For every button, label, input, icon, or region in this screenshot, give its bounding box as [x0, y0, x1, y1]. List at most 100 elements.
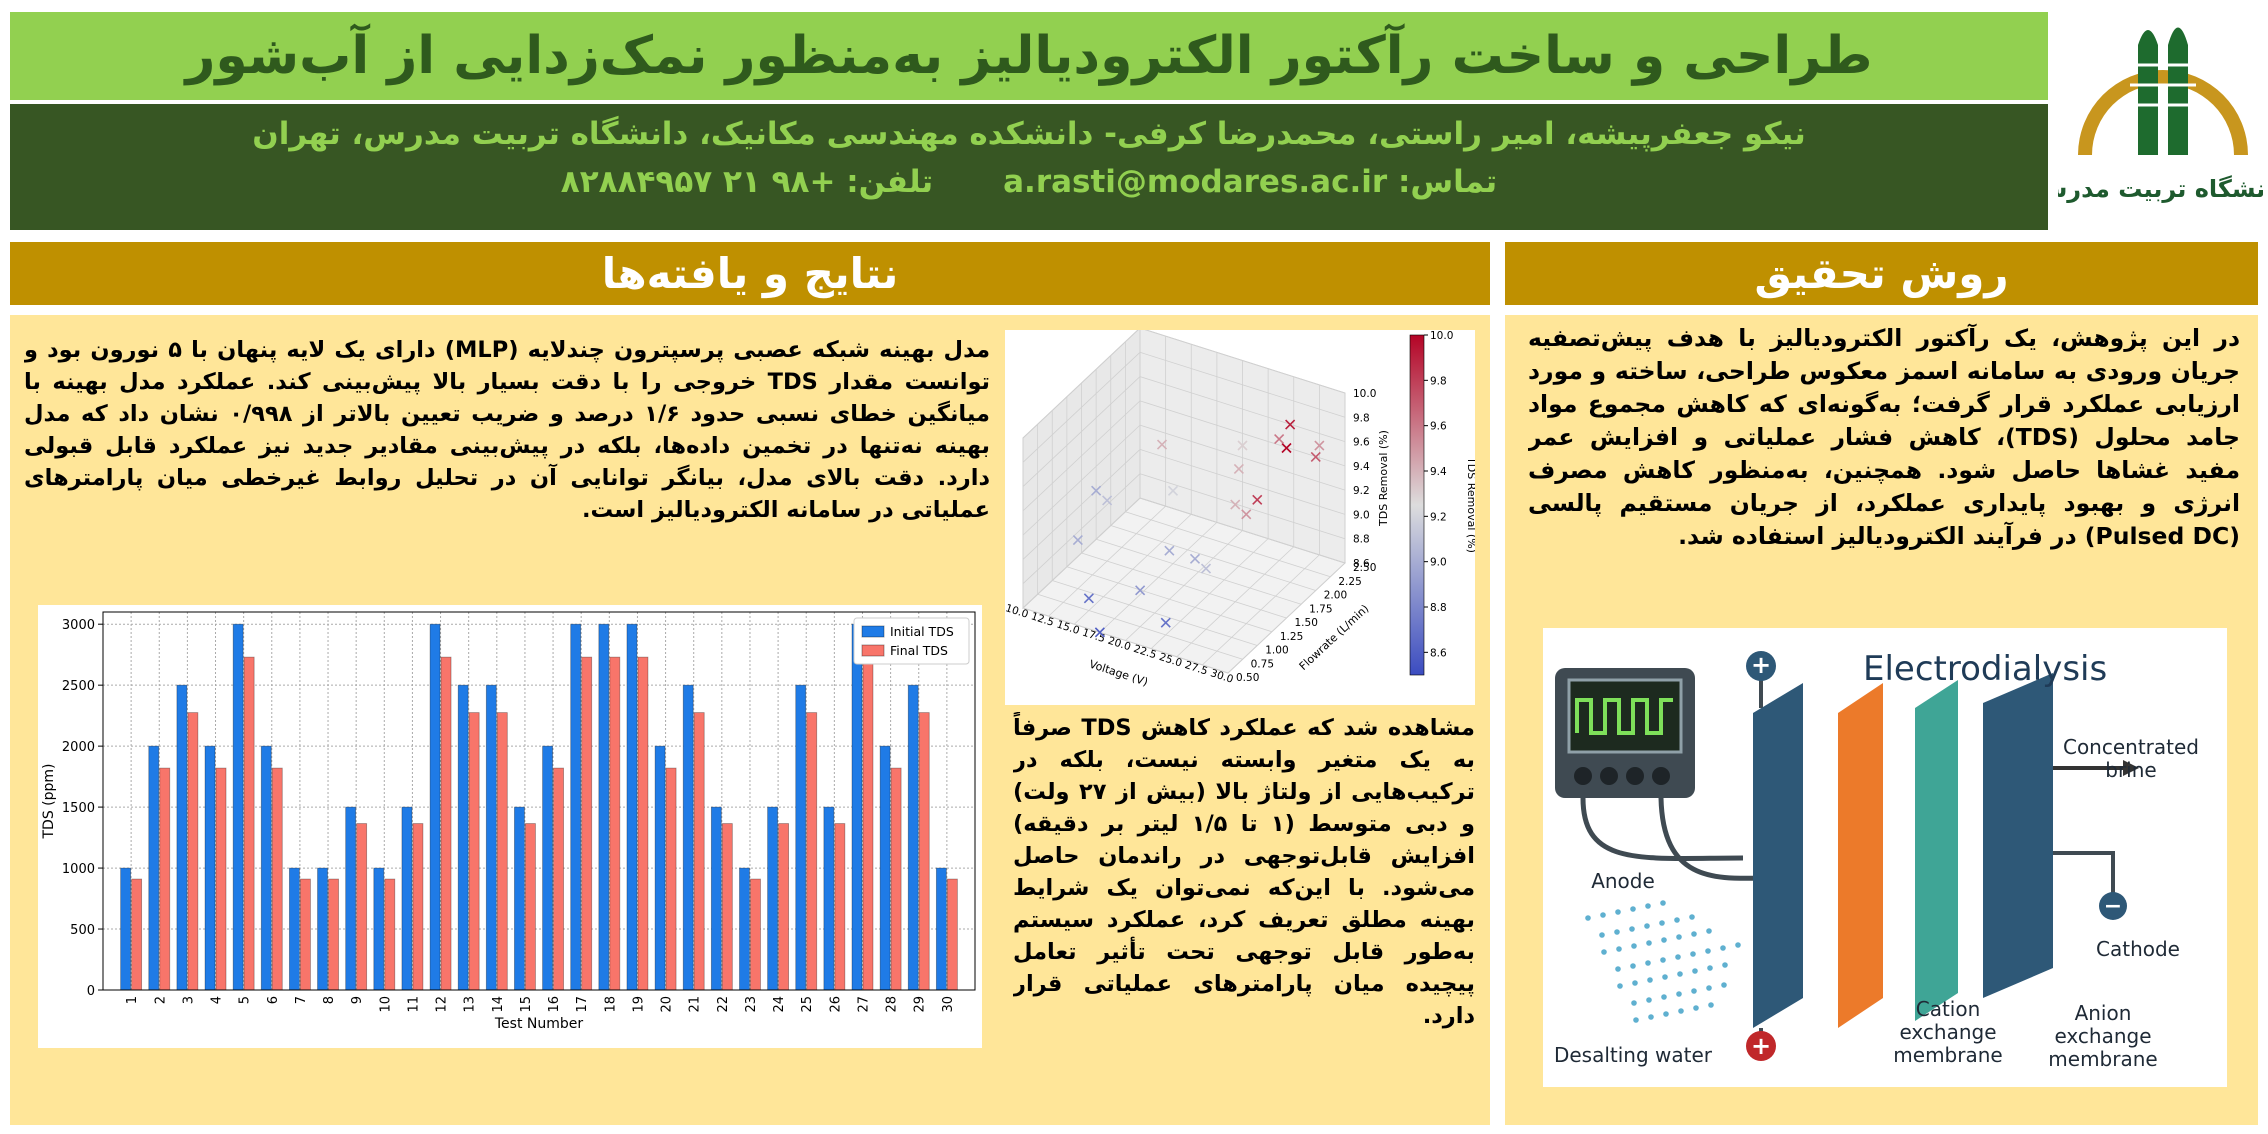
screen — [1567, 678, 1683, 754]
x-tick-label: 29 — [913, 996, 928, 1013]
y-tick-label: 1.25 — [1280, 631, 1303, 643]
water-dot — [1660, 900, 1666, 906]
bar — [356, 823, 368, 991]
bar — [514, 806, 525, 991]
bar — [626, 623, 638, 991]
point — [1274, 434, 1285, 445]
x-tick-label: 27 — [856, 996, 871, 1013]
knob — [1652, 767, 1670, 785]
bar — [271, 767, 283, 991]
water-dot — [1631, 943, 1637, 949]
point — [1314, 440, 1325, 451]
water-dot — [1630, 963, 1636, 969]
x-tick-label: 7 — [294, 996, 309, 1004]
grid-line — [1022, 400, 1141, 512]
bar — [328, 878, 339, 991]
grid-line — [1037, 593, 1243, 660]
pulse-wave — [1575, 698, 1673, 735]
bar — [834, 823, 846, 991]
results-text-1: مدل بهینه شبکه عصبی پرسپترون چندلایه (ML… — [24, 337, 990, 523]
water-dot — [1675, 954, 1681, 960]
bar — [654, 745, 666, 991]
y-tick-label: 1.50 — [1295, 617, 1318, 629]
z-tick-label: 9.4 — [1353, 461, 1370, 473]
point — [1281, 442, 1292, 454]
colorbar-tick-label: 8.8 — [1430, 602, 1447, 614]
x-tick-label: 25 — [800, 996, 815, 1013]
x-tick-label: 28 — [885, 996, 900, 1013]
water-dot — [1677, 971, 1683, 977]
grid-line — [1144, 330, 1346, 394]
water-dot — [1644, 923, 1650, 929]
x-tick-label: 8 — [322, 996, 337, 1004]
bar — [468, 712, 480, 991]
bar — [778, 823, 789, 991]
point — [1164, 545, 1175, 556]
x-tick-label: 18 — [603, 996, 618, 1013]
logo-branches — [2130, 63, 2196, 107]
point — [1241, 509, 1252, 520]
z-tick-label: 9.6 — [1353, 437, 1370, 449]
water-dot — [1633, 1017, 1639, 1023]
x-tick-label: 14 — [491, 996, 506, 1013]
wire — [2053, 851, 2115, 893]
water-dot — [1678, 1008, 1684, 1014]
water-dot — [1659, 920, 1665, 926]
bar — [721, 823, 733, 991]
x-tick-label: 16 — [547, 996, 562, 1013]
grid-line — [1139, 473, 1346, 540]
method-heading: روش تحقیق — [1505, 242, 2258, 305]
grid-line — [1022, 607, 1229, 674]
x-tick-label: 22 — [716, 996, 731, 1013]
x-tick-label: 3 — [181, 996, 196, 1004]
water-dot — [1600, 912, 1606, 918]
bar — [570, 623, 582, 991]
water-dot — [1692, 968, 1698, 974]
scatter3d-panel: 10.0 12.5 15.0 17.5 20.0 22.5 25.0 27.5 30.0 0.50… — [1005, 330, 1475, 705]
bar — [767, 806, 778, 991]
water-dot — [1693, 1005, 1699, 1011]
point — [1083, 593, 1094, 604]
point — [1167, 485, 1179, 496]
water-dot — [1645, 960, 1651, 966]
anode-label: Anode — [1591, 869, 1655, 893]
water-dot — [1708, 1002, 1714, 1008]
bar — [862, 656, 874, 991]
legend-label: Final TDS — [890, 643, 948, 658]
water-dot — [1663, 1011, 1669, 1017]
x-tick-label: 12 — [435, 996, 450, 1013]
x-tick-label: 10 — [378, 996, 393, 1013]
bar — [851, 623, 863, 991]
bar — [457, 684, 469, 991]
z-tick-label: 9.2 — [1353, 485, 1370, 497]
water-label: Desalting water — [1553, 1043, 1713, 1067]
grid-line — [1139, 424, 1346, 491]
bar — [890, 767, 902, 991]
wire — [1580, 797, 1744, 861]
colorbar-tick-label: 9.8 — [1430, 375, 1447, 387]
grid-line — [1096, 538, 1302, 605]
sign: − — [2104, 894, 2122, 919]
bar — [176, 684, 188, 991]
logo-text: دانشگاه تربیت مدرس — [2058, 175, 2263, 203]
water-dot — [1614, 929, 1620, 935]
bar — [542, 745, 553, 991]
water-dot — [1735, 942, 1741, 948]
water-dot — [1722, 962, 1728, 968]
point — [1310, 451, 1321, 462]
cathode-label: Cathode — [2096, 937, 2180, 961]
bar — [750, 878, 761, 991]
grid-line — [1066, 566, 1272, 633]
grid-line — [1139, 376, 1346, 442]
water-dot — [1629, 926, 1635, 932]
bar — [710, 806, 722, 991]
z-tick-label: 8.6 — [1353, 558, 1370, 570]
x-tick-label: 30 — [941, 996, 956, 1013]
contact: تماس: a.rasti@modares.ac.ir — [1003, 164, 1498, 200]
x-tick-label: 9 — [350, 996, 365, 1004]
grid-line — [1052, 580, 1258, 646]
bar — [373, 867, 385, 991]
bar — [609, 656, 621, 991]
bar — [401, 806, 413, 991]
grid-line — [1022, 424, 1141, 536]
